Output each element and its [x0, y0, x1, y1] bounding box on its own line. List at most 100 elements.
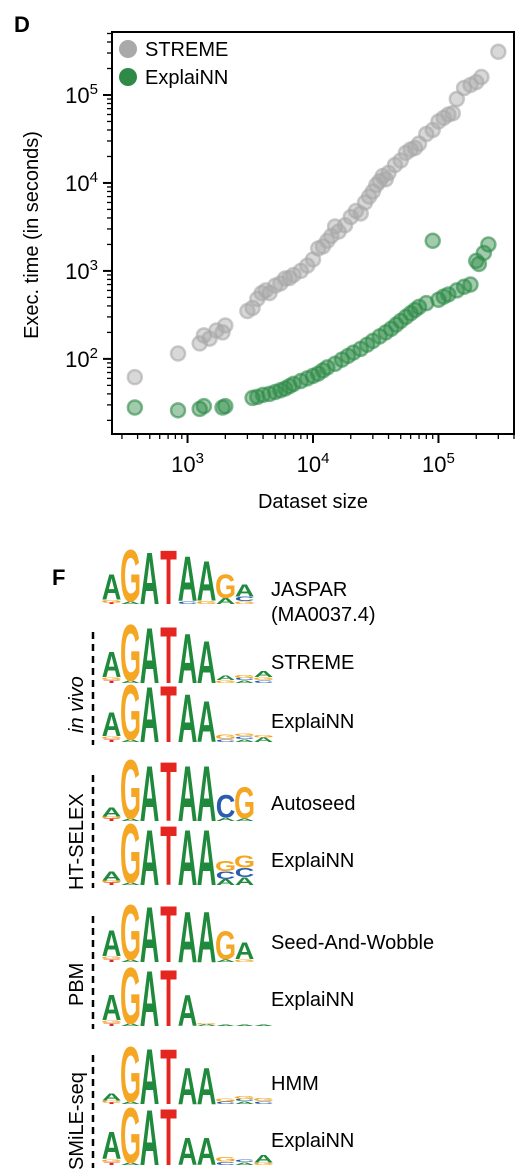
logo-letter-c: C	[235, 1098, 255, 1102]
logo-letter-g: G	[120, 743, 141, 837]
logo-letter-t: T	[160, 611, 177, 701]
motif-label-jaspar-line2: (MA0037.4)	[271, 604, 376, 626]
logo-letter-g: G	[234, 778, 255, 827]
logo-letter-g: G	[120, 951, 141, 1041]
logo-letter-a: A	[216, 817, 236, 822]
logo-letter-t: T	[103, 818, 120, 822]
logo-letter-a: A	[197, 689, 217, 754]
logo-letter-g: G	[120, 534, 141, 618]
data-point-streme	[444, 104, 462, 122]
logo-letter-a: A	[216, 958, 236, 963]
logo-letter-g: G	[215, 1156, 236, 1163]
logo-letter-g: G	[215, 679, 236, 684]
panel-d-label: D	[14, 12, 30, 37]
logo-letter-a: A	[102, 644, 122, 685]
logo-letter-g: G	[215, 568, 236, 606]
logo-letter-g: G	[101, 816, 122, 820]
data-point-explainn	[424, 232, 441, 250]
motif-label-autoseed: Autoseed	[271, 793, 356, 815]
logo-letter-t: T	[103, 958, 120, 963]
logo-letter-a: A	[121, 680, 141, 684]
logo-letter-a: A	[235, 1161, 255, 1166]
motif-label-streme: STREME	[271, 652, 355, 674]
legend-marker-streme	[119, 40, 137, 58]
logo-letter-g: G	[215, 1097, 236, 1102]
logo-letter-a: A	[197, 1056, 217, 1115]
logo-letter-a: A	[102, 805, 122, 820]
logo-letter-a: A	[235, 1100, 255, 1105]
group-label-invivo: in vivo	[66, 676, 88, 733]
logo-letter-g: G	[101, 677, 122, 682]
legend-label-explainn: ExplaiNN	[145, 67, 228, 89]
logo-letter-c: C	[254, 679, 274, 684]
logo-letter-a: A	[102, 1126, 122, 1169]
logo-letter-a: A	[121, 818, 141, 822]
data-point-explainn	[475, 244, 493, 262]
logo-letter-g: G	[101, 1100, 122, 1103]
logo-letter-t: T	[160, 536, 177, 621]
logo-letter-g: G	[215, 858, 236, 875]
logo-letter-t: T	[160, 670, 177, 760]
logo-letter-g: G	[101, 1159, 122, 1164]
logo-letter-c: C	[235, 865, 255, 880]
logo-letter-g: G	[215, 924, 236, 969]
logo-letter-g: G	[253, 677, 274, 682]
logo-letter-a: A	[235, 679, 255, 684]
logo-letter-a: A	[216, 1025, 236, 1027]
scatter-chart: 103 104 105 102 103 104 105 Dataset size Exec.…	[21, 31, 515, 513]
logo-letter-g: G	[101, 1020, 122, 1025]
logo-letter-a: A	[178, 682, 198, 758]
logo-letter-g: G	[253, 1162, 274, 1166]
logo-letter-t: T	[103, 1161, 120, 1166]
logo-letter-a: A	[197, 1131, 217, 1172]
logo-letter-g: G	[234, 600, 255, 605]
x-axis-label: Dataset size	[258, 491, 368, 513]
logo-letter-a: A	[235, 875, 255, 887]
logo-letter-t: T	[160, 810, 177, 904]
logo-letter-t: T	[103, 1102, 120, 1105]
logo-letter-c: C	[216, 869, 236, 881]
logo-letter-a: A	[140, 671, 160, 759]
logo-letter-a: A	[121, 959, 141, 963]
logo-letter-a: A	[121, 1101, 141, 1105]
logo-letter-a: A	[216, 675, 236, 682]
chart-points	[126, 43, 507, 419]
logo-letter-a: A	[178, 814, 198, 902]
x-tick-label: 105	[422, 450, 455, 477]
logo-letter-g: G	[253, 735, 274, 739]
logo-letter-c: C	[235, 736, 255, 741]
logo-letter-a: A	[102, 869, 122, 884]
logo-letter-a: A	[140, 955, 160, 1043]
data-point-streme	[126, 368, 144, 386]
logo-letter-c: C	[216, 738, 236, 743]
logo-letter-c: C	[216, 1101, 236, 1105]
y-tick-label: 102	[65, 345, 98, 372]
logo-letter-a: A	[121, 1162, 141, 1166]
logo-letter-t: T	[103, 602, 120, 605]
logo-letter-g: G	[120, 1092, 141, 1172]
logo-letter-a: A	[254, 670, 274, 679]
logo-letter-g: G	[120, 669, 141, 757]
logo-letter-g: G	[215, 734, 236, 741]
logo-letter-a: A	[102, 987, 122, 1028]
x-tick-label: 104	[297, 450, 330, 477]
data-point-explainn	[462, 276, 479, 293]
logo-letter-g: G	[253, 1097, 274, 1102]
logo-letter-a: A	[197, 896, 217, 978]
logo-letter-a: A	[140, 891, 160, 979]
group-label-pbm: PBM	[66, 962, 88, 1006]
legend-marker-explainn	[119, 68, 137, 86]
logo-letter-g: G	[196, 1023, 217, 1025]
logo-letter-c: C	[254, 1100, 274, 1105]
data-point-explainn	[319, 359, 336, 376]
logo-letter-g: G	[101, 736, 122, 741]
logo-letter-g: G	[120, 1031, 141, 1119]
logo-letter-g: G	[120, 608, 141, 698]
group-label-htselex: HT-SELEX	[66, 793, 88, 890]
logo-letter-a: A	[140, 814, 160, 902]
logo-letter-a: A	[197, 1024, 217, 1027]
